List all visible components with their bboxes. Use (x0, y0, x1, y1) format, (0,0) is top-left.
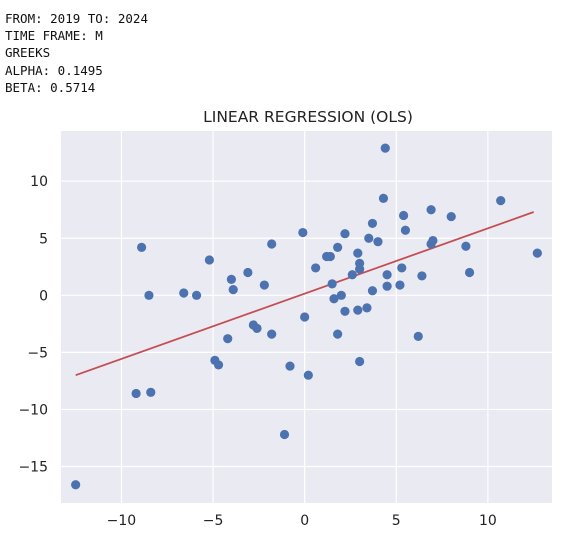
data-point (400, 225, 411, 235)
y-tick-label: −10 (18, 402, 48, 418)
data-point (373, 237, 383, 247)
x-tick-label: 10 (479, 513, 497, 529)
data-point (340, 229, 350, 239)
data-point (355, 258, 365, 268)
data-point (144, 290, 154, 300)
data-point (131, 388, 141, 399)
data-point (252, 323, 262, 334)
greeks-heading: GREEKS (5, 45, 51, 61)
data-point (137, 242, 147, 252)
data-point (496, 196, 506, 206)
chart-title: LINEAR REGRESSION (OLS) (203, 108, 413, 126)
data-point (243, 267, 253, 278)
data-point (298, 227, 308, 238)
data-point (226, 274, 236, 284)
data-point (333, 242, 343, 252)
data-point (340, 306, 350, 316)
data-point (71, 480, 81, 490)
data-point (362, 303, 372, 313)
alpha-value: ALPHA: 0.1495 (5, 62, 103, 78)
regression-line-layer (75, 211, 534, 377)
data-point (380, 143, 390, 153)
data-point (267, 239, 277, 249)
data-point (353, 305, 363, 315)
data-point (300, 312, 310, 322)
y-tick-label: −5 (27, 345, 48, 361)
x-tick-label: −10 (107, 513, 137, 529)
data-point (213, 360, 224, 370)
data-point (367, 218, 378, 229)
data-point (399, 210, 409, 221)
x-tick-label: 5 (392, 513, 401, 529)
regression-info-header: FROM: 2019 TO: 2024 TIME FRAME: M GREEKS… (5, 10, 148, 96)
data-point (311, 263, 321, 273)
data-point (397, 263, 407, 273)
data-point (146, 387, 156, 397)
data-point (417, 271, 427, 281)
data-point (329, 294, 339, 304)
data-point (382, 270, 392, 280)
data-point (285, 361, 295, 371)
data-point (464, 267, 475, 278)
data-point (347, 270, 357, 280)
x-tick-label: −5 (203, 513, 224, 529)
data-point (395, 280, 405, 290)
data-point (378, 193, 389, 203)
y-tick-label: 0 (39, 288, 48, 304)
time-frame-text: TIME FRAME: M (5, 28, 103, 44)
data-point (179, 288, 189, 298)
data-point (325, 251, 335, 262)
data-point (327, 279, 337, 289)
data-point (336, 290, 346, 300)
beta-value: BETA: 0.5714 (5, 79, 96, 95)
data-point (267, 329, 277, 339)
data-point (364, 233, 374, 243)
y-tick-label: −15 (18, 459, 48, 475)
data-points (71, 143, 542, 490)
data-point (413, 331, 423, 341)
data-point (223, 334, 233, 344)
data-point (259, 280, 269, 290)
data-point (303, 370, 313, 380)
gridlines (61, 131, 552, 503)
data-point (333, 329, 343, 339)
data-point (204, 255, 214, 265)
data-point (228, 285, 238, 295)
data-point (355, 356, 365, 367)
data-point (191, 290, 202, 300)
data-point (428, 235, 438, 246)
y-tick-label: 5 (39, 231, 48, 247)
tick-labels: −10 −5 0 5 10 −15 −10 −5 0 5 10 (18, 174, 496, 529)
data-point (353, 248, 363, 258)
y-tick-label: 10 (30, 174, 48, 190)
data-point (532, 248, 542, 258)
date-range-text: FROM: 2019 TO: 2024 (5, 11, 148, 26)
data-point (367, 286, 378, 296)
data-point (382, 281, 392, 291)
x-tick-label: 0 (300, 513, 309, 529)
regression-line (75, 211, 534, 377)
data-point (461, 241, 471, 251)
data-point (426, 205, 436, 215)
data-point (446, 211, 456, 222)
data-point (279, 429, 290, 440)
